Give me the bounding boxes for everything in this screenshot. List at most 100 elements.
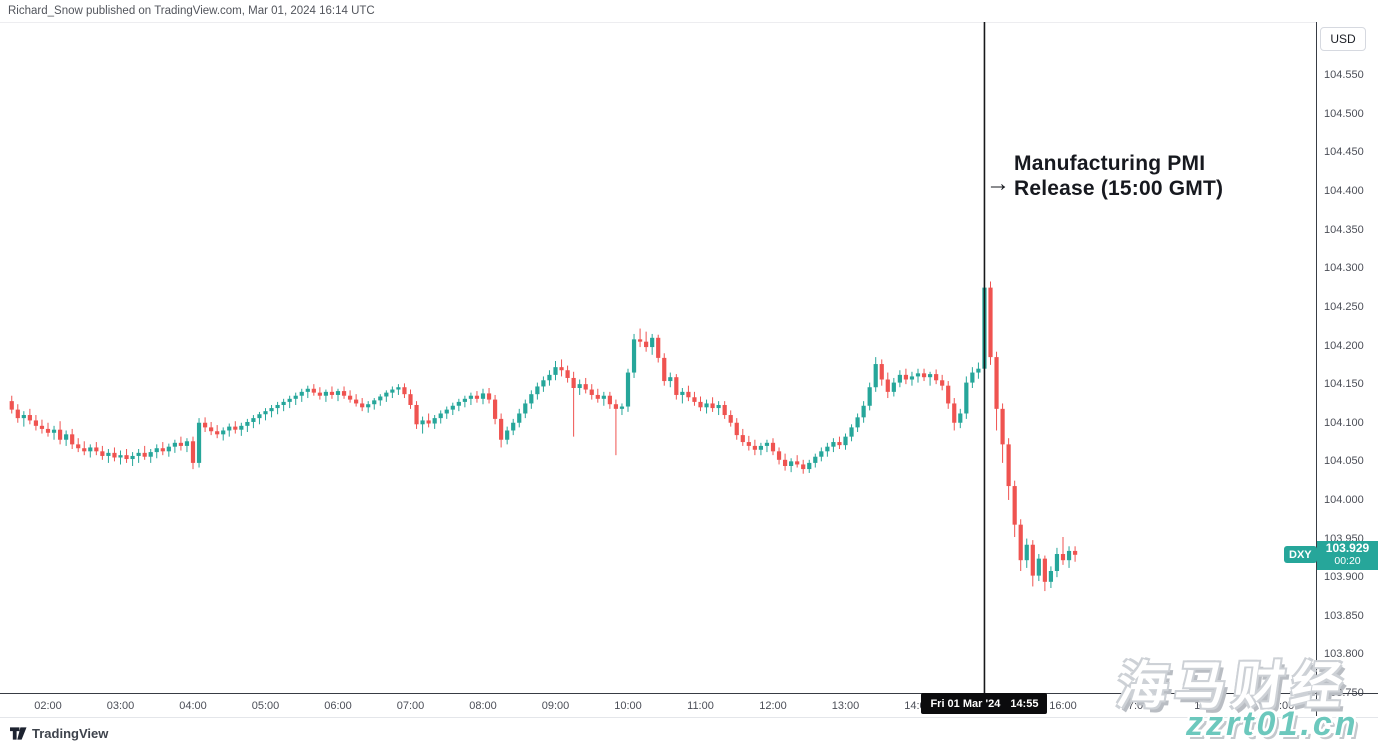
candle-body [976, 368, 981, 373]
candle-body [444, 409, 449, 414]
candle-body [227, 426, 232, 431]
candle-body [607, 395, 612, 405]
candle-body [468, 395, 474, 399]
candle-body [946, 385, 951, 404]
candle-body [559, 367, 564, 371]
candle-body [257, 414, 262, 419]
candle-body [517, 413, 522, 423]
candle-body [64, 434, 69, 440]
candle-body [782, 459, 788, 466]
candle-body [873, 364, 878, 388]
last-price-value: 103.929 [1325, 541, 1370, 556]
candle-body [601, 395, 606, 399]
arrow-right-icon: → [986, 170, 1010, 197]
candle-body [1066, 550, 1072, 561]
price-tick-label: 103.800 [1324, 648, 1364, 661]
candle-body [263, 411, 268, 415]
price-axis[interactable] [1316, 22, 1378, 716]
candle-body [927, 374, 933, 378]
candle-body [305, 388, 310, 392]
candle-body [988, 287, 993, 358]
candle-body [215, 431, 220, 435]
price-tick-label: 104.500 [1324, 107, 1364, 120]
candle-body [233, 426, 238, 430]
candle-body [390, 389, 395, 393]
candle-body [801, 464, 806, 470]
candle-body [275, 404, 280, 409]
price-tick-label: 104.300 [1324, 262, 1364, 275]
candle-body [450, 405, 455, 410]
candle-body [293, 395, 298, 399]
candle-body [535, 386, 540, 395]
candle-body [1048, 571, 1054, 582]
candle-body [209, 427, 214, 432]
candle-body [921, 373, 927, 378]
candle-body [571, 377, 576, 388]
candle-body [909, 376, 915, 380]
candle-body [124, 455, 129, 460]
candle-body [45, 428, 51, 433]
candle-body [795, 461, 800, 465]
candle-body [553, 367, 558, 375]
candle-body [202, 422, 208, 428]
candle-body [15, 409, 20, 419]
candle-body [789, 461, 794, 466]
candle-body [716, 404, 721, 409]
candle-body [438, 413, 443, 419]
candle-body [940, 380, 945, 386]
candle-body [323, 391, 329, 396]
candle-body [885, 379, 890, 392]
time-tick-label: 16:00 [1049, 700, 1077, 712]
candle-body [94, 447, 99, 452]
candle-body [625, 372, 631, 407]
candle-body [39, 425, 45, 429]
candle-body [541, 380, 546, 387]
candle-body [650, 337, 655, 348]
candle-body [130, 455, 135, 460]
price-tick-label: 104.400 [1324, 185, 1364, 198]
candle-body [710, 403, 715, 409]
candle-body [722, 404, 727, 416]
candle-body [136, 452, 141, 456]
candle-body [341, 391, 347, 396]
candle-body [692, 397, 697, 402]
candle-body [903, 374, 909, 380]
candle-body [480, 393, 486, 399]
currency-toggle-button[interactable]: USD [1320, 27, 1366, 51]
candle-body [583, 384, 588, 390]
candle-body [414, 404, 419, 425]
candle-body [100, 451, 105, 456]
time-tick-label: 18:00 [1194, 700, 1222, 712]
event-annotation[interactable]: Manufacturing PMI Release (15:00 GMT) [1014, 151, 1223, 201]
candle-body [378, 396, 383, 401]
time-tick-label: 03:00 [106, 700, 135, 712]
bar-countdown: 00:20 [1334, 555, 1361, 568]
annotation-line1: Manufacturing PMI [1014, 152, 1206, 175]
candle-body [82, 448, 87, 452]
candle-body [21, 415, 26, 419]
candle-body [70, 434, 75, 445]
candle-body [396, 387, 401, 390]
time-tick-label: 05:00 [251, 700, 280, 712]
time-tick-label: 07:00 [396, 700, 425, 712]
candle-body [631, 339, 637, 373]
candle-body [565, 370, 570, 378]
tradingview-logo[interactable]: TradingView [10, 726, 108, 741]
candle-body [160, 448, 165, 452]
candle-body [251, 418, 256, 422]
candle-body [644, 341, 649, 348]
candle-body [366, 404, 371, 408]
candle-body [668, 377, 673, 382]
candle-body [861, 405, 866, 418]
candle-body [662, 357, 667, 382]
crosshair-date-badge: Fri 01 Mar '24 14:55 [921, 693, 1048, 714]
candle-body [88, 447, 93, 452]
candle-body [595, 394, 600, 399]
candle-body [1018, 524, 1023, 561]
candle-body [656, 337, 661, 358]
candle-body [474, 395, 480, 399]
time-tick-label: 12:00 [759, 700, 787, 712]
candle-body [408, 394, 413, 405]
